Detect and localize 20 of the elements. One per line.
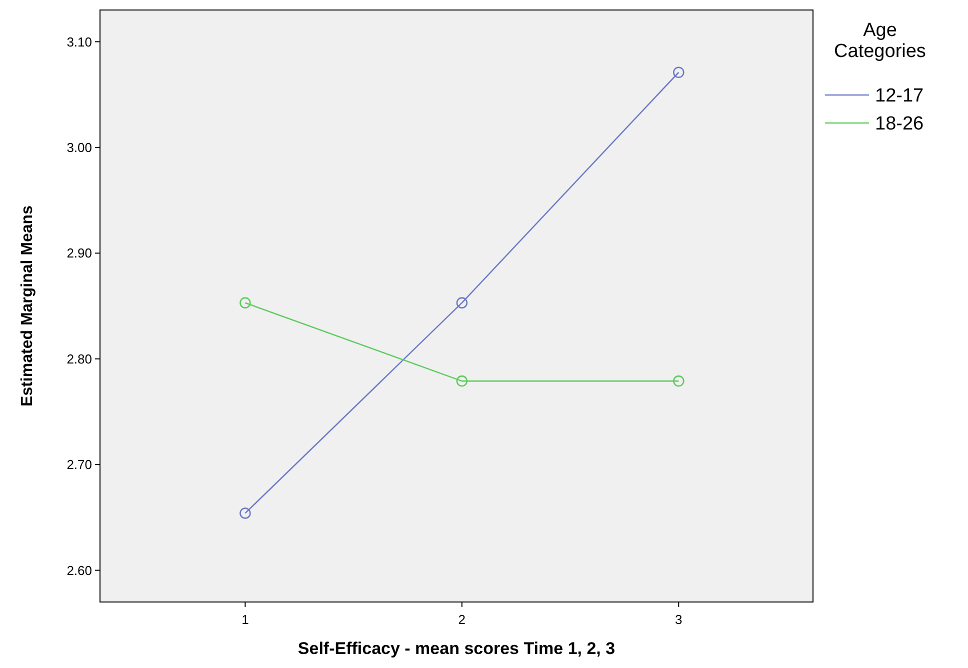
legend-label: 12-17 [875, 86, 924, 107]
y-tick-label: 3.10 [66, 34, 92, 50]
legend-label: 18-26 [875, 114, 924, 135]
point [456, 375, 468, 387]
y-tick-label: 3.00 [66, 140, 92, 155]
legend-title: Age Categories [834, 20, 926, 62]
point [456, 297, 468, 308]
x-tick-label: 2 [458, 612, 466, 627]
x-tick-label: 3 [675, 612, 682, 627]
point [240, 297, 251, 308]
point [240, 508, 251, 519]
y-tick-label: 2.80 [66, 351, 92, 366]
x-tick-label: 1 [242, 612, 249, 627]
y-axis-title: Estimated Marginal Means [19, 205, 36, 406]
y-tick-label: 2.70 [66, 457, 92, 472]
y-tick-label: 2.60 [66, 562, 92, 578]
y-tick-label: 2.90 [66, 246, 92, 261]
x-axis-title: Self-Efficacy - mean scores Time 1, 2, 3 [298, 639, 616, 658]
point [672, 66, 684, 78]
point [672, 375, 684, 387]
